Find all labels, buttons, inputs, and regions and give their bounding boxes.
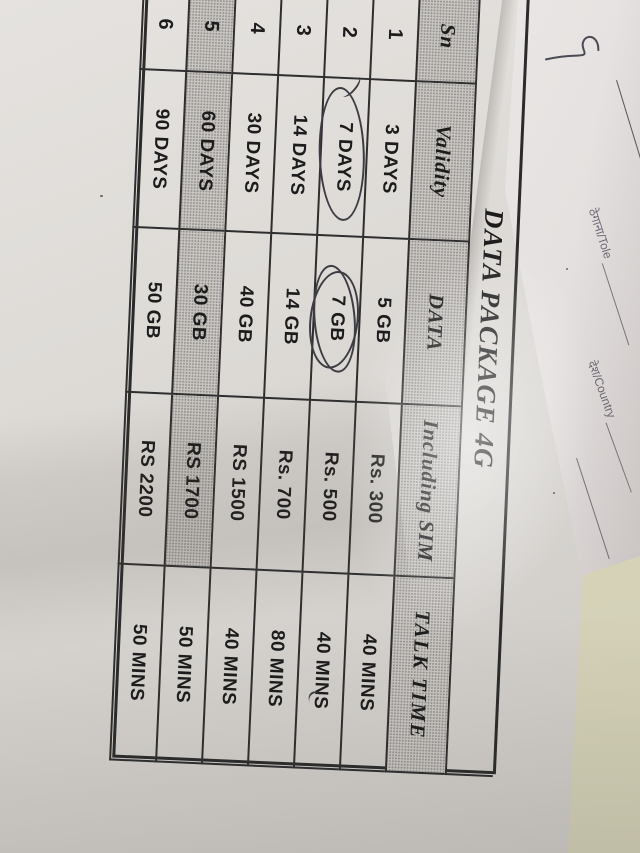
cell-r6-talk-time: 50 MINS	[109, 564, 164, 763]
cell-r3-sn: 3	[277, 0, 328, 79]
cell-r1-data: 5 GB	[354, 237, 409, 405]
paper-speck	[566, 268, 568, 270]
form-field-tole: ठेगाना/Tole	[585, 206, 640, 346]
cell-r1-validity: 3 DAYS	[362, 80, 415, 240]
cell-r3-including-sim: Rs. 700	[255, 398, 309, 573]
price-table: DATA PACKAGE 4G Sn Validity DATA Includi…	[109, 0, 531, 778]
cell-r6-sn: 6	[139, 0, 190, 73]
cell-r4-talk-time: 40 MINS	[200, 568, 256, 767]
price-table-grid: DATA PACKAGE 4G Sn Validity DATA Includi…	[109, 0, 531, 778]
cell-r6-including-sim: RS 2200	[117, 392, 172, 567]
col-header-sn: Sn	[414, 0, 479, 85]
cell-r1-talk-time: 40 MINS	[338, 574, 394, 773]
cell-r4-data: 40 GB	[217, 231, 271, 399]
cell-r2-talk-time: 40 MINS	[292, 572, 348, 771]
cell-r2-sn: 2	[323, 0, 374, 81]
cell-r4-including-sim: RS 1500	[209, 396, 264, 571]
cell-r4-validity: 30 DAYS	[224, 74, 278, 234]
cell-r1-sn: 1	[369, 0, 419, 83]
cell-r2-validity: 7 DAYS	[316, 72, 370, 238]
cell-r5-including-sim: RS 1700	[163, 394, 218, 569]
paper-speck	[553, 492, 555, 494]
cell-r5-validity: 60 DAYS	[178, 72, 232, 232]
cell-r4-sn: 4	[231, 0, 282, 77]
handwritten-scribble	[545, 35, 600, 61]
cell-r3-talk-time: 80 MINS	[246, 570, 302, 769]
cell-r2-including-sim: Rs. 500	[301, 400, 355, 575]
cell-r3-data: 14 GB	[263, 233, 317, 401]
stray-underline	[576, 458, 610, 560]
cell-r1-including-sim: Rs. 300	[347, 402, 401, 577]
cell-r6-validity: 90 DAYS	[132, 70, 186, 230]
cell-r5-data: 30 GB	[171, 229, 225, 397]
col-header-data: DATA	[400, 239, 469, 408]
form-field-tole-underline	[601, 260, 639, 346]
cell-r6-data: 50 GB	[125, 227, 179, 395]
signature-line	[616, 80, 640, 169]
cell-r5-talk-time: 50 MINS	[155, 566, 210, 765]
form-field-tole-label: ठेगाना/Tole	[585, 206, 616, 261]
col-header-talk-time: TALK TIME	[384, 576, 454, 776]
col-header-including-sim: Including SIM	[393, 404, 461, 580]
form-field-country-label: देश/Country	[584, 358, 619, 420]
pen-circle-validity	[317, 86, 367, 222]
form-field-country: देश/Country	[584, 358, 640, 493]
cell-r3-validity: 14 DAYS	[270, 76, 324, 236]
cell-r2-data: 7 GB	[304, 235, 364, 403]
col-header-validity: Validity	[408, 82, 475, 243]
paper-speck	[100, 195, 103, 197]
cell-r5-sn: 5	[185, 0, 236, 75]
form-field-country-underline	[605, 419, 640, 493]
